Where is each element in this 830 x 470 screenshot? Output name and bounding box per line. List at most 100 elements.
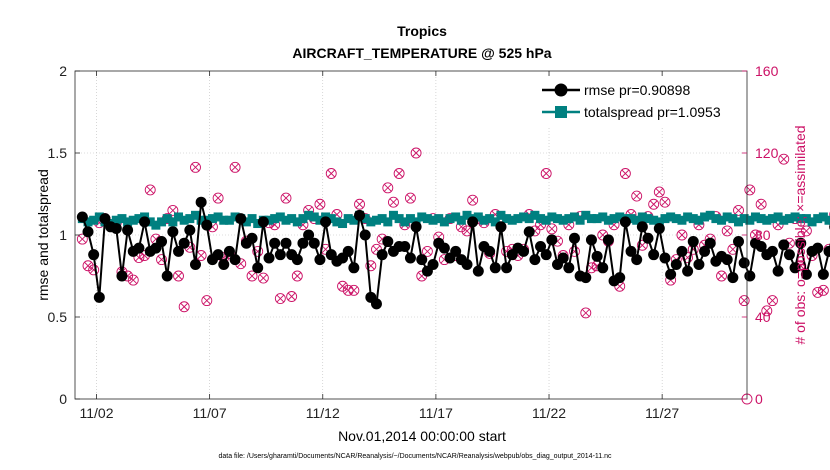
rmse-point xyxy=(99,213,111,225)
totalspread-point xyxy=(417,212,427,222)
totalspread-point xyxy=(174,212,184,222)
x-tick-label: 11/02 xyxy=(79,405,113,421)
totalspread-point xyxy=(632,215,642,225)
rmse-point xyxy=(399,240,411,252)
obs-possible-marker xyxy=(190,161,201,173)
totalspread-point xyxy=(439,217,449,227)
totalspread-point xyxy=(128,215,138,225)
y-right-tick-label: 120 xyxy=(755,145,779,161)
totalspread-point xyxy=(603,215,613,225)
obs-possible-marker xyxy=(421,245,433,257)
obs-count-point xyxy=(201,295,213,307)
totalspread-point xyxy=(524,214,534,224)
obs-assimilated-marker xyxy=(723,227,732,235)
obs-possible-marker xyxy=(569,245,580,257)
obs-possible-marker xyxy=(229,161,241,173)
rmse-point xyxy=(88,249,100,261)
rmse-point xyxy=(812,242,824,254)
rmse-point xyxy=(523,226,535,238)
obs-assimilated-marker xyxy=(350,286,358,295)
totalspread-point xyxy=(422,214,432,224)
totalspread-point xyxy=(745,215,755,225)
rmse-point xyxy=(342,245,354,257)
rmse-point xyxy=(687,236,699,248)
obs-count-point xyxy=(178,301,190,313)
rmse-point xyxy=(631,254,643,266)
obs-possible-marker xyxy=(354,198,365,210)
obs-assimilated-marker xyxy=(282,194,290,202)
obs-possible-marker xyxy=(682,252,694,263)
y-tick-label: 2 xyxy=(59,63,67,79)
totalspread-point xyxy=(117,214,127,224)
totalspread-point xyxy=(790,212,800,222)
obs-possible-marker xyxy=(212,192,224,204)
obs-count-point xyxy=(404,192,416,204)
totalspread-point xyxy=(615,212,625,222)
y-right-tick-label: 40 xyxy=(755,309,771,325)
totalspread-point xyxy=(649,215,659,225)
rmse-point xyxy=(495,221,507,233)
rmse-point xyxy=(229,254,241,266)
totalspread-point xyxy=(502,214,512,224)
totalspread-point xyxy=(219,215,229,225)
obs-possible-marker xyxy=(631,190,643,202)
obs-count-point xyxy=(325,168,337,179)
obs-count-point xyxy=(653,186,665,198)
rmse-point xyxy=(223,245,235,257)
totalspread-point xyxy=(394,214,404,224)
chart-title: Tropics xyxy=(397,23,447,39)
obs-possible-marker xyxy=(733,204,744,216)
obs-count-point xyxy=(738,295,750,307)
obs-possible-marker xyxy=(167,204,179,216)
obs-count-point xyxy=(388,196,399,208)
rmse-point xyxy=(580,272,592,284)
totalspread-point xyxy=(83,217,93,227)
obs-assimilated-marker xyxy=(406,194,415,202)
obs-possible-marker xyxy=(817,284,829,296)
totalspread-point xyxy=(309,212,319,222)
obs-possible-marker xyxy=(744,184,756,196)
obs-possible-marker xyxy=(201,295,213,307)
rmse-point xyxy=(614,272,626,284)
totalspread-point xyxy=(304,210,314,220)
totalspread-point xyxy=(207,214,217,224)
totalspread-point xyxy=(275,212,285,222)
obs-assimilated-marker xyxy=(248,272,256,280)
totalspread-point xyxy=(349,215,359,225)
obs-assimilated-marker xyxy=(129,276,138,284)
totalspread-point xyxy=(654,217,664,227)
rmse-point xyxy=(557,252,569,264)
totalspread-point xyxy=(377,214,387,224)
obs-possible-marker xyxy=(404,192,416,204)
rmse-point xyxy=(665,268,677,280)
obs-possible-marker xyxy=(540,168,552,179)
totalspread-point xyxy=(694,215,704,225)
totalspread-point xyxy=(253,219,263,229)
obs-count-point xyxy=(676,229,688,241)
obs-assimilated-marker xyxy=(214,194,222,202)
rmse-point xyxy=(591,250,603,262)
rmse-point xyxy=(693,259,705,271)
obs-assimilated-marker xyxy=(152,235,160,243)
totalspread-point xyxy=(807,217,817,227)
totalspread-point xyxy=(168,217,178,227)
rmse-point xyxy=(173,245,185,257)
obs-possible-marker xyxy=(767,295,778,307)
totalspread-point xyxy=(213,212,223,222)
rmse-point xyxy=(670,259,682,271)
obs-possible-marker xyxy=(246,270,258,282)
totalspread-point xyxy=(683,212,693,222)
rmse-point xyxy=(348,262,360,274)
totalspread-point xyxy=(705,210,715,220)
obs-count-point xyxy=(744,184,756,196)
obs-count-point xyxy=(393,168,405,179)
obs-count-point xyxy=(173,270,184,282)
totalspread-point xyxy=(784,214,794,224)
obs-count-point xyxy=(257,272,269,284)
totalspread-point xyxy=(581,210,591,220)
obs-possible-marker xyxy=(467,194,479,206)
obs-possible-marker xyxy=(619,168,631,179)
obs-count-point xyxy=(286,291,298,302)
rmse-point xyxy=(699,245,711,257)
totalspread-point xyxy=(332,217,342,227)
